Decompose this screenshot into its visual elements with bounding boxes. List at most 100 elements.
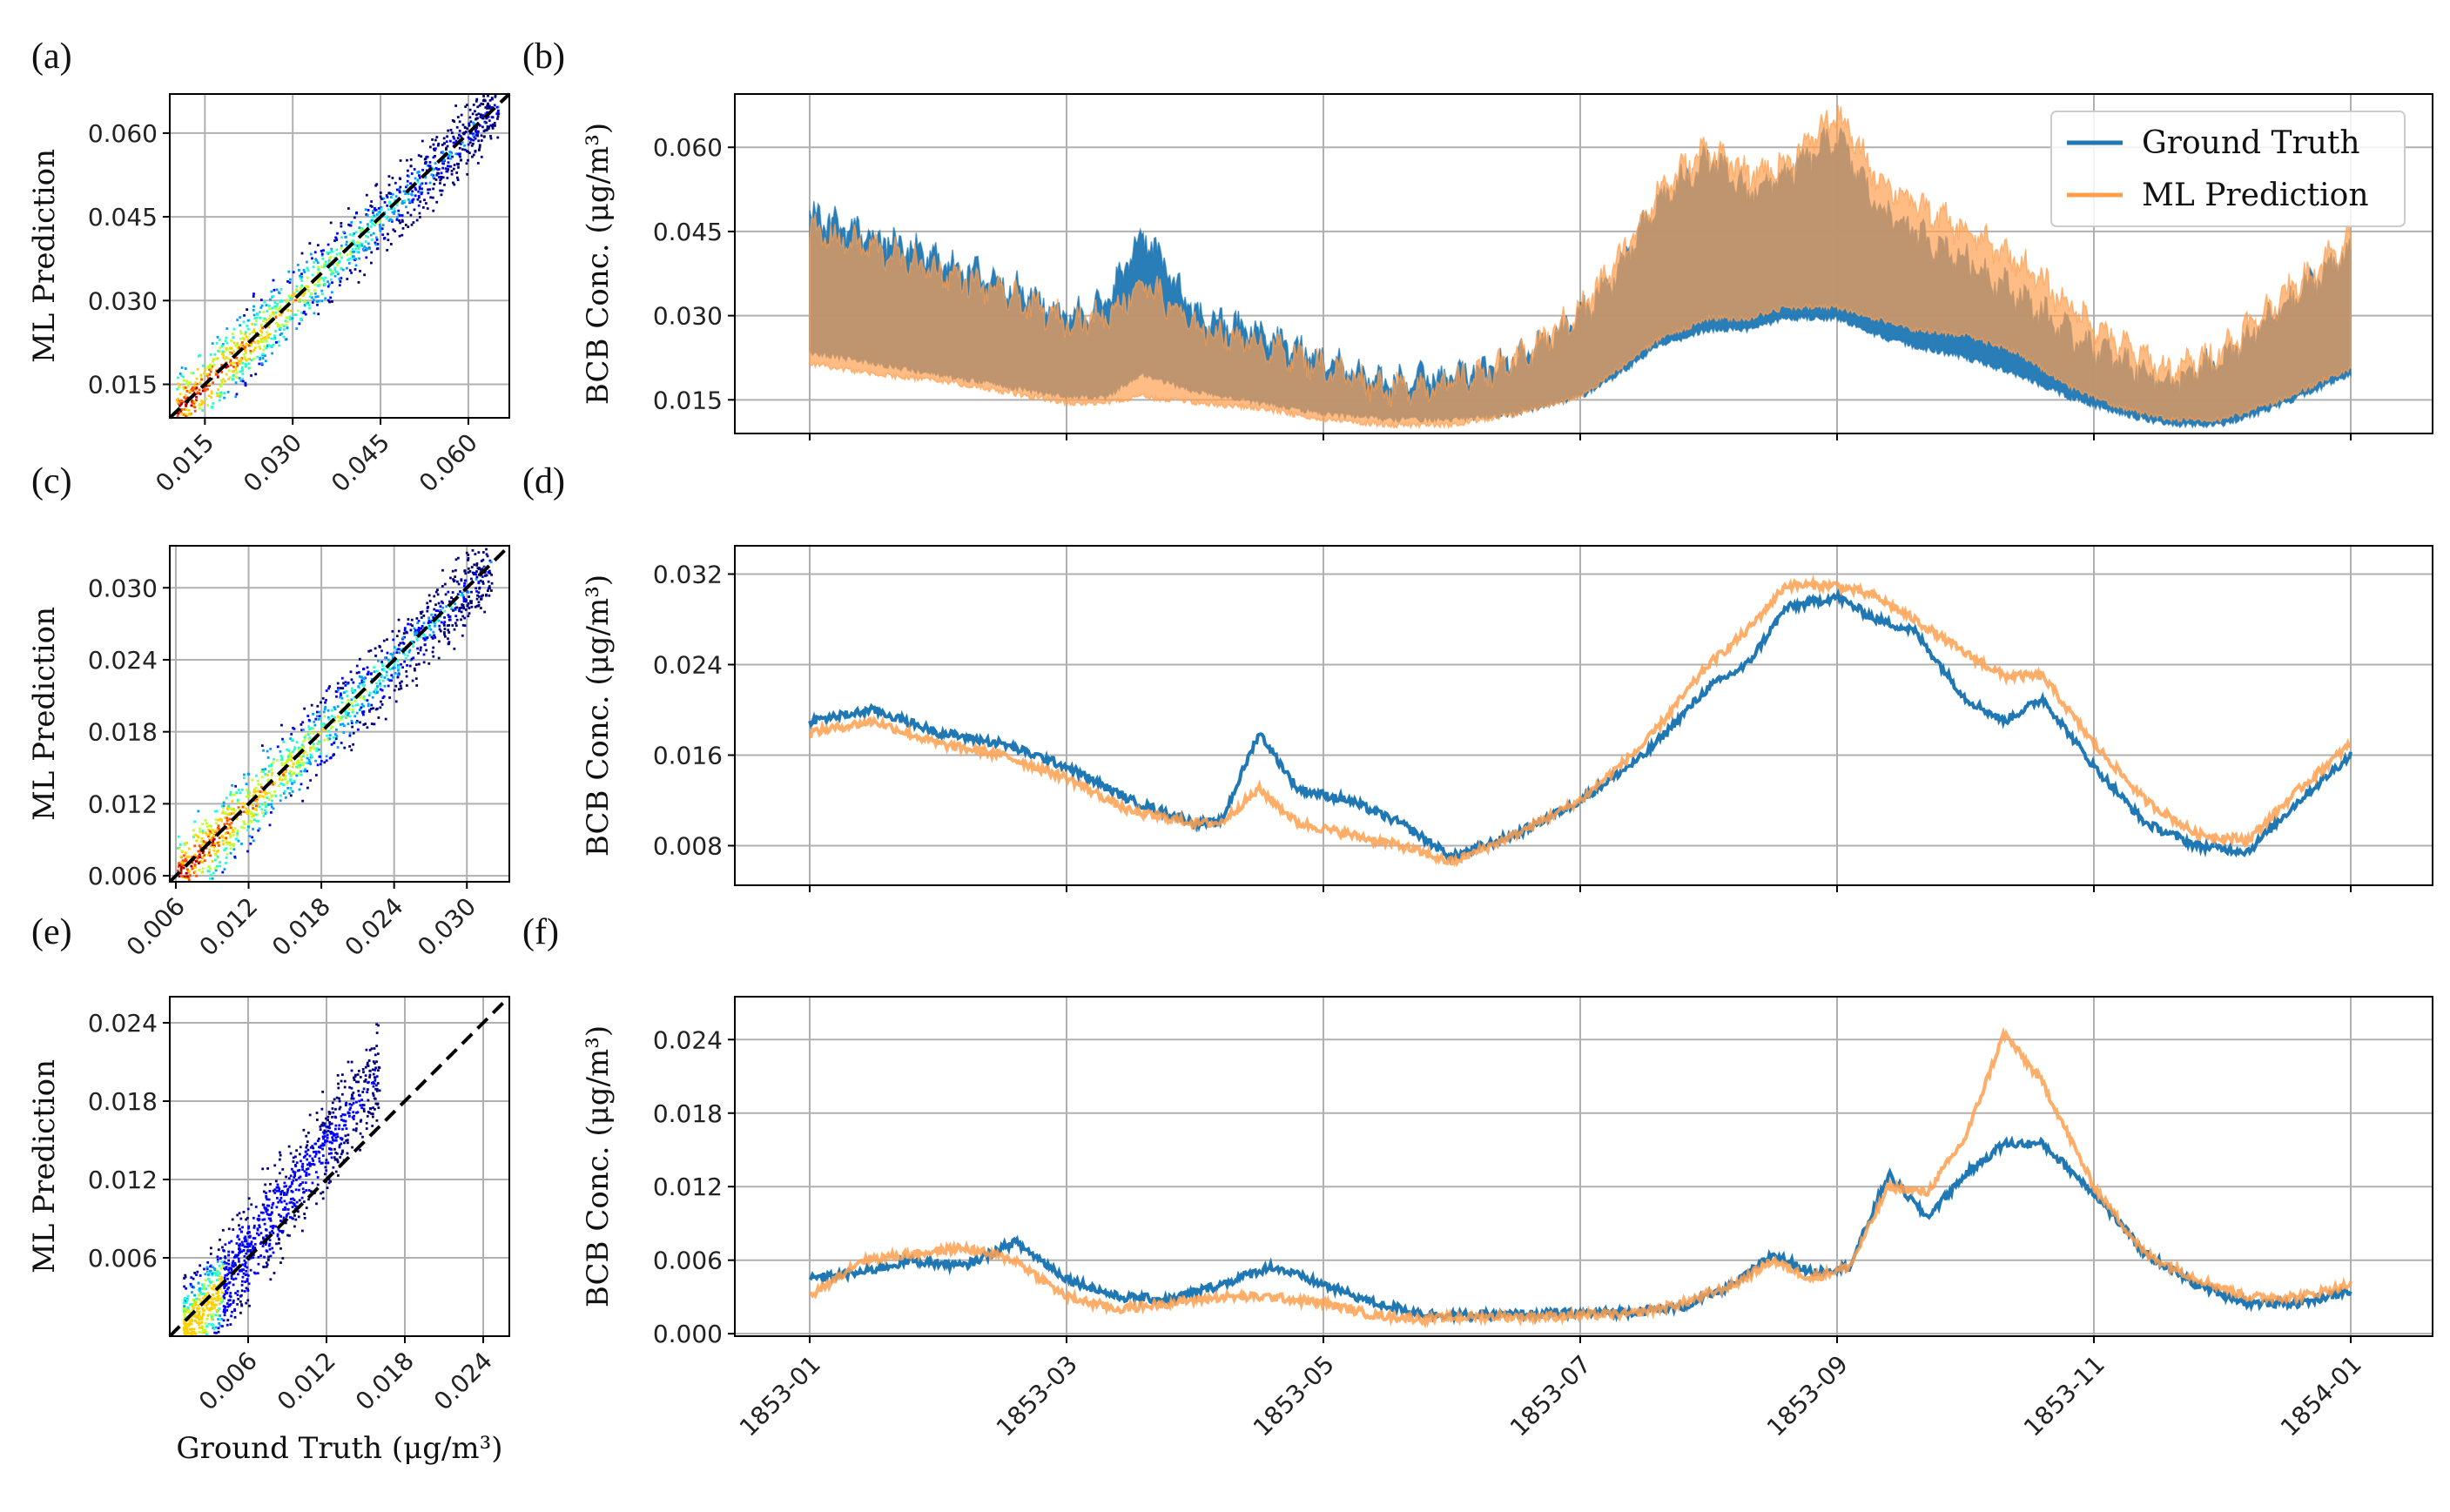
density-cell (387, 667, 391, 670)
density-cell (231, 1218, 234, 1221)
density-cell (192, 1277, 195, 1280)
density-cell (331, 1132, 334, 1135)
density-cell (289, 1185, 293, 1188)
density-cell (179, 870, 183, 873)
density-cell (234, 1277, 238, 1280)
density-cell (255, 800, 259, 803)
density-cell (345, 1127, 348, 1131)
density-cell (236, 800, 239, 803)
density-cell (353, 715, 357, 718)
density-cell (218, 837, 221, 839)
density-cell (292, 294, 295, 298)
density-cell (268, 823, 272, 827)
x-tick-label: 1853-11 (2018, 1350, 2110, 1442)
density-cell (197, 850, 200, 853)
density-cell (414, 194, 417, 198)
x-tick-label: 0.024 (340, 892, 409, 962)
density-cell (221, 839, 225, 843)
density-cell (330, 1152, 333, 1155)
density-cell (246, 319, 250, 322)
density-cell (233, 810, 237, 812)
density-cell (206, 377, 210, 380)
density-cell (478, 145, 481, 149)
density-cell (336, 1135, 340, 1139)
density-cell (295, 1161, 299, 1165)
density-cell (433, 595, 436, 598)
density-cell (294, 1218, 298, 1221)
density-cell (219, 1287, 222, 1291)
density-cell (359, 1132, 362, 1135)
density-cell (186, 385, 190, 388)
density-cell (246, 335, 248, 339)
density-cell (196, 835, 199, 838)
density-cell (247, 1244, 251, 1247)
density-cell (289, 737, 293, 740)
density-cell (320, 252, 324, 256)
density-cell (201, 400, 205, 404)
density-cell (193, 1313, 197, 1315)
density-cell (260, 304, 264, 307)
density-cell (178, 862, 181, 865)
density-cell (370, 200, 374, 203)
density-cell (437, 167, 441, 171)
density-cell (410, 657, 414, 661)
density-cell (232, 1301, 235, 1304)
density-cell (495, 112, 499, 116)
density-cell (244, 1238, 247, 1241)
density-cell (204, 831, 207, 835)
density-cell (331, 300, 333, 303)
density-cell (308, 1154, 312, 1158)
density-cell (332, 754, 335, 757)
density-cell (417, 154, 421, 157)
density-cell (460, 158, 463, 162)
density-cell (205, 822, 208, 825)
density-cell (418, 187, 421, 191)
density-cell (293, 748, 296, 751)
density-cell (372, 1081, 375, 1084)
density-cell (346, 716, 349, 719)
density-cell (204, 1279, 207, 1282)
density-cell (340, 247, 343, 250)
density-cell (461, 615, 465, 618)
density-cell (335, 271, 339, 274)
density-cell (293, 1225, 296, 1228)
density-cell (216, 850, 219, 853)
density-cell (312, 745, 314, 749)
density-cell (196, 1309, 199, 1313)
density-cell (183, 1305, 185, 1307)
density-cell (244, 1235, 247, 1239)
density-cell (316, 763, 320, 767)
density-cell (273, 757, 275, 761)
density-cell (375, 1060, 378, 1064)
density-cell (213, 1297, 217, 1300)
density-cell (397, 629, 400, 633)
density-cell (239, 362, 242, 366)
density-cell (367, 223, 369, 226)
density-cell (257, 829, 260, 832)
density-cell (326, 738, 329, 741)
density-cell (360, 1119, 363, 1122)
density-cell (273, 305, 277, 308)
density-cell (279, 776, 281, 779)
density-cell (328, 1140, 332, 1144)
density-cell (181, 875, 184, 878)
density-cell (390, 679, 394, 682)
density-cell (308, 1113, 312, 1117)
density-cell (396, 673, 400, 676)
density-cell (290, 1216, 293, 1220)
density-cell (378, 1066, 381, 1070)
density-cell (191, 1330, 194, 1334)
density-cell (225, 1267, 228, 1271)
density-cell (252, 348, 256, 352)
density-cell (306, 286, 310, 288)
density-cell (353, 244, 357, 247)
density-cell (208, 830, 212, 833)
density-cell (232, 1265, 235, 1268)
density-cell (385, 674, 388, 677)
density-cell (293, 1174, 297, 1178)
density-cell (225, 822, 229, 825)
density-cell (329, 1132, 333, 1135)
density-cell (190, 389, 192, 392)
density-cell (340, 225, 343, 228)
